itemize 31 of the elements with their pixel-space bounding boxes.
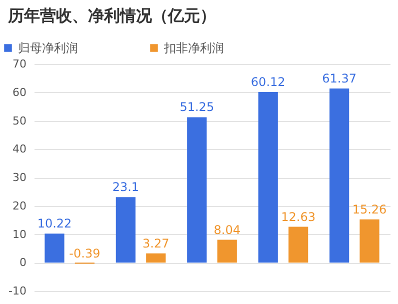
data-label: 3.27 — [142, 236, 170, 250]
bar — [187, 117, 207, 263]
bar — [329, 88, 350, 263]
data-label: 12.63 — [281, 210, 316, 224]
bar — [116, 197, 136, 263]
data-label: 15.26 — [352, 202, 387, 216]
bar — [217, 240, 237, 263]
data-label: 61.37 — [322, 71, 356, 86]
y-tick-label: 50 — [12, 114, 26, 128]
legend-label: 扣非净利润 — [163, 41, 224, 55]
data-label: 8.04 — [214, 222, 240, 237]
legend-label: 归母净利润 — [18, 41, 78, 55]
bar — [360, 219, 380, 263]
y-tick-label: -10 — [8, 284, 26, 298]
y-tick-label: 60 — [12, 86, 26, 99]
bar — [44, 234, 64, 263]
bar — [258, 92, 278, 263]
data-label: -0.39 — [69, 246, 100, 261]
y-tick-label: 40 — [12, 142, 26, 156]
data-label: 51.25 — [180, 100, 214, 114]
data-label: 60.12 — [250, 75, 286, 90]
y-tick-label: 0 — [20, 256, 26, 270]
y-tick-label: 20 — [12, 199, 26, 212]
y-tick-label: 70 — [12, 58, 26, 70]
data-label: 10.22 — [37, 216, 72, 231]
chart-title: 历年营收、净利情况（亿元） — [7, 6, 216, 25]
bar — [288, 226, 308, 263]
y-tick-label: 30 — [12, 171, 26, 184]
data-label: 23.1 — [112, 180, 140, 194]
y-tick-label: 10 — [12, 228, 26, 241]
bar — [146, 253, 166, 263]
